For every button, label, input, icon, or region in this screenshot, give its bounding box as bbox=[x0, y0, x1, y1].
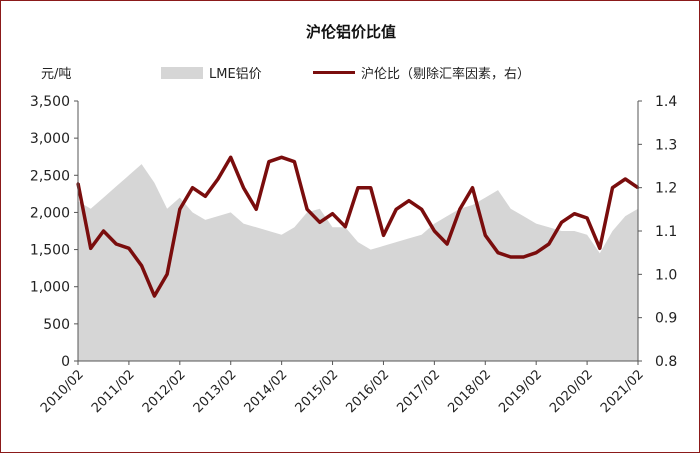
line-point-ratio bbox=[522, 255, 525, 259]
legend-label-lme: LME铝价 bbox=[209, 67, 262, 82]
y-right-tick-label: 1.0 bbox=[655, 267, 677, 283]
legend-swatch-area bbox=[161, 66, 203, 79]
chart-title: 沪伦铝价比值 bbox=[305, 23, 396, 41]
legend-label-ratio: 沪伦比（剔除汇率因素，右） bbox=[361, 67, 531, 82]
line-point-ratio bbox=[293, 160, 296, 163]
line-point-ratio bbox=[611, 186, 614, 189]
x-tick-label: 2021/02 bbox=[598, 367, 647, 416]
line-point-ratio bbox=[445, 242, 449, 246]
y-left-tick-label: 3,500 bbox=[30, 94, 70, 110]
x-tick-label: 2019/02 bbox=[496, 367, 545, 416]
line-point-ratio bbox=[102, 229, 105, 233]
y-left-tick-label: 1,000 bbox=[30, 280, 70, 296]
line-point-ratio bbox=[395, 208, 398, 211]
line-point-ratio bbox=[127, 247, 131, 250]
y-left-tick-label: 2,000 bbox=[30, 205, 70, 221]
x-tick-label: 2017/02 bbox=[394, 367, 443, 416]
line-point-ratio bbox=[560, 221, 563, 224]
y-right-tick-label: 1.3 bbox=[655, 137, 677, 153]
line-point-ratio bbox=[305, 208, 309, 211]
line-point-ratio bbox=[318, 221, 321, 224]
line-point-ratio bbox=[178, 208, 181, 211]
line-point-ratio bbox=[535, 251, 538, 254]
line-point-ratio bbox=[484, 234, 487, 237]
line-point-ratio bbox=[585, 216, 589, 220]
line-point-ratio bbox=[420, 208, 423, 211]
y-right-tick-label: 0.9 bbox=[655, 311, 677, 327]
x-tick-label: 2015/02 bbox=[293, 367, 342, 416]
line-point-ratio bbox=[344, 225, 347, 228]
y-right-tick-label: 1.1 bbox=[655, 224, 677, 240]
x-tick-label: 2013/02 bbox=[191, 367, 240, 416]
line-layer bbox=[76, 155, 640, 298]
line-point-ratio bbox=[280, 156, 283, 159]
line-point-ratio bbox=[573, 212, 576, 215]
line-point-ratio bbox=[509, 255, 512, 259]
y-left-tick-label: 500 bbox=[43, 317, 70, 333]
y-right-tick-label: 1.2 bbox=[655, 181, 677, 197]
line-point-ratio bbox=[496, 251, 500, 254]
y-left-tick-label: 2,500 bbox=[30, 168, 70, 184]
line-point-ratio bbox=[433, 229, 436, 233]
line-point-ratio bbox=[369, 186, 372, 189]
legend-item-ratio: 沪伦比（剔除汇率因素，右） bbox=[313, 63, 530, 82]
line-point-ratio bbox=[471, 186, 474, 189]
line-point-ratio bbox=[191, 186, 194, 189]
legend-swatch-line bbox=[313, 71, 355, 74]
line-point-ratio bbox=[89, 247, 92, 250]
y-left-tick-label: 3,000 bbox=[30, 131, 70, 147]
x-tick-label: 2020/02 bbox=[547, 367, 596, 416]
line-point-ratio bbox=[165, 273, 169, 276]
line-point-ratio bbox=[255, 208, 258, 211]
area-series-lme bbox=[78, 164, 638, 361]
line-point-ratio bbox=[140, 264, 143, 267]
x-tick-label: 2012/02 bbox=[140, 367, 189, 416]
line-point-ratio bbox=[216, 177, 220, 181]
line-point-ratio bbox=[229, 156, 232, 159]
line-point-ratio bbox=[598, 247, 601, 250]
x-tick-label: 2011/02 bbox=[89, 367, 138, 416]
line-point-ratio bbox=[115, 242, 118, 246]
line-point-ratio bbox=[153, 294, 156, 298]
y-right-tick-label: 0.8 bbox=[655, 354, 677, 370]
x-tick-label: 2010/02 bbox=[38, 367, 87, 416]
y-left-unit-label: 元/吨 bbox=[41, 67, 72, 82]
line-point-ratio bbox=[242, 186, 245, 189]
x-tick-label: 2018/02 bbox=[445, 367, 494, 416]
y-left-tick-label: 0 bbox=[61, 354, 70, 370]
x-tick-label: 2016/02 bbox=[343, 367, 392, 416]
line-point-ratio bbox=[331, 212, 334, 215]
line-point-ratio bbox=[407, 199, 411, 202]
y-right-tick-label: 1.4 bbox=[655, 94, 677, 110]
area-layer bbox=[78, 164, 638, 361]
line-point-ratio bbox=[204, 195, 207, 198]
line-point-ratio bbox=[267, 160, 271, 163]
y-left-tick-label: 1,500 bbox=[30, 243, 70, 259]
legend-item-lme: LME铝价 bbox=[161, 63, 262, 82]
line-point-ratio bbox=[624, 177, 627, 181]
x-tick-label: 2014/02 bbox=[242, 367, 291, 416]
line-point-ratio bbox=[356, 186, 360, 189]
line-point-ratio bbox=[547, 242, 551, 246]
line-point-ratio bbox=[458, 208, 461, 211]
line-point-ratio bbox=[382, 234, 385, 237]
